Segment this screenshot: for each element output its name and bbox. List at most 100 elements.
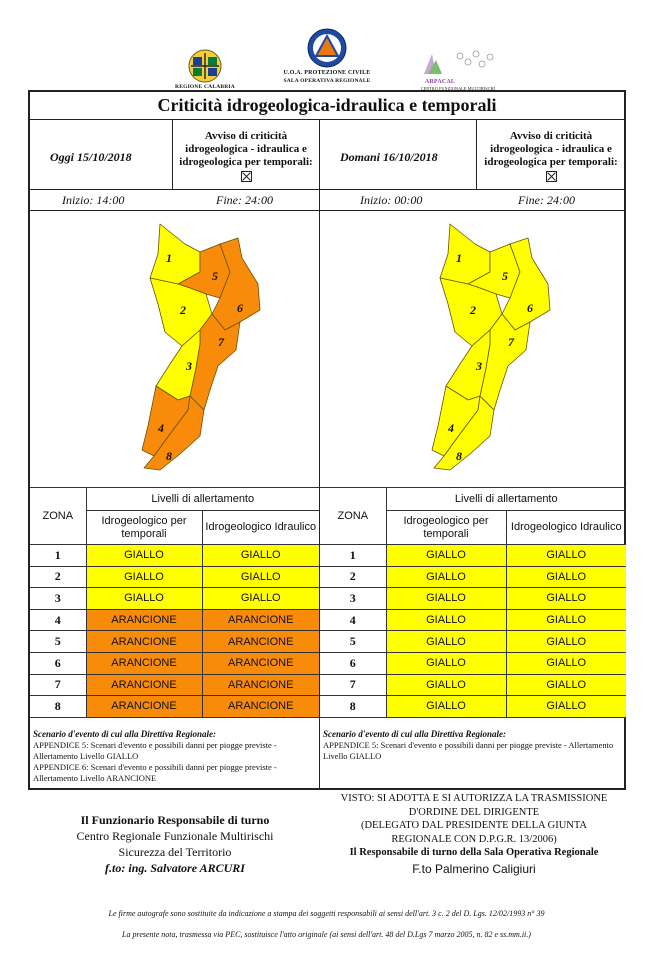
level-idraulico: ARANCIONE — [201, 630, 319, 653]
regione-calabria-label: REGIONE CALABRIA — [175, 84, 235, 90]
tomorrow-avviso: Avviso di criticità idrogeologica - idra… — [479, 130, 623, 186]
tomorrow-scenario: Scenario d'evento di cui alla Direttiva … — [323, 729, 623, 762]
today-levels-table: ZONA Livelli di allertamento Idrogeologi… — [30, 487, 319, 718]
signature-right-line1: VISTO: SI ADOTTA E SI AUTORIZZA LA TRASM… — [340, 793, 608, 804]
table-row: 4 ARANCIONE ARANCIONE — [30, 608, 319, 632]
table-row: 3 GIALLO GIALLO — [320, 587, 626, 610]
zone-6-label: 6 — [237, 301, 243, 315]
zone-5-label: 5 — [212, 269, 218, 283]
zone-number: 3 — [320, 587, 387, 610]
divider — [172, 119, 173, 189]
tomorrow-avviso-text: Avviso di criticità idrogeologica - idra… — [484, 130, 618, 168]
level-temporali: ARANCIONE — [85, 608, 203, 632]
crossed-box-icon — [545, 171, 557, 182]
crossed-box-icon — [240, 171, 252, 182]
zone-number: 4 — [30, 608, 87, 632]
bulletin-frame: Criticità idrogeologica-idraulica e temp… — [28, 90, 626, 790]
signature-left-line3: Sicurezza del Territorio — [118, 845, 232, 859]
table-row: 1 GIALLO GIALLO — [30, 544, 319, 567]
zone-number: 4 — [320, 608, 387, 632]
zone-2-label: 2 — [469, 303, 476, 317]
level-idraulico: GIALLO — [201, 565, 319, 589]
level-idraulico: GIALLO — [505, 565, 626, 589]
regione-calabria-logo: REGIONE CALABRIA — [175, 48, 235, 92]
table-row: 1 GIALLO GIALLO — [320, 544, 626, 567]
level-idraulico: ARANCIONE — [201, 673, 319, 697]
divider — [476, 119, 477, 189]
zone-7-label: 7 — [508, 335, 515, 349]
zone-1-area — [439, 223, 491, 285]
level-temporali: GIALLO — [385, 673, 507, 697]
level-temporali: GIALLO — [385, 544, 507, 567]
level-idraulico: GIALLO — [505, 608, 626, 632]
zone-number: 8 — [30, 695, 87, 718]
zone-number: 3 — [30, 587, 87, 610]
table-row: 5 ARANCIONE ARANCIONE — [30, 630, 319, 653]
levels-title: Livelli di allertamento — [385, 487, 626, 511]
level-temporali: GIALLO — [385, 651, 507, 675]
zona-header: ZONA — [30, 487, 87, 545]
table-row: 2 GIALLO GIALLO — [30, 565, 319, 589]
today-avviso-text: Avviso di criticità idrogeologica - idra… — [179, 130, 313, 168]
zona-header: ZONA — [320, 487, 387, 545]
zone-number: 8 — [320, 695, 387, 718]
divider — [30, 119, 624, 120]
table-row: 4 GIALLO GIALLO — [320, 608, 626, 632]
table-row: 6 ARANCIONE ARANCIONE — [30, 651, 319, 675]
signature-right-line2: D'ORDINE DEL DIRIGENTE — [408, 806, 540, 818]
level-idraulico: GIALLO — [505, 544, 626, 567]
zone-1-label: 1 — [456, 251, 462, 265]
level-temporali: GIALLO — [385, 608, 507, 632]
signature-right-line4: REGIONALE CON D.P.G.R. 13/2006) — [391, 833, 557, 845]
arpacal-logo: ARPACAL CENTRO FUNZIONALE MULTIRISCHI — [418, 48, 498, 92]
zone-3-label: 3 — [475, 359, 482, 373]
level-temporali: ARANCIONE — [85, 695, 203, 718]
signature-right-line5: Il Responsabile di turno della Sala Oper… — [349, 847, 599, 858]
protezione-civile-label-2: SALA OPERATIVA REGIONALE — [283, 78, 371, 84]
signature-left-line1: Il Funzionario Responsabile di turno — [80, 813, 270, 827]
col-idraulico: Idrogeologico Idraulico — [201, 510, 319, 545]
today-zone-map: 1 2 3 4 5 6 7 8 — [141, 223, 261, 471]
bulletin-title: Criticità idrogeologica-idraulica e temp… — [157, 95, 497, 115]
table-row: 3 GIALLO GIALLO — [30, 587, 319, 610]
level-idraulico: GIALLO — [201, 544, 319, 567]
divider — [30, 210, 624, 211]
signature-left-line2: Centro Regionale Funzionale Multirischi — [76, 829, 274, 843]
level-idraulico: ARANCIONE — [201, 608, 319, 632]
level-temporali: ARANCIONE — [85, 651, 203, 675]
arpacal-label: ARPACAL — [424, 79, 456, 85]
zone-1-area — [149, 223, 201, 285]
level-idraulico: GIALLO — [505, 695, 626, 718]
zone-2-label: 2 — [179, 303, 186, 317]
zone-8-label: 8 — [166, 449, 172, 463]
table-row: 8 ARANCIONE ARANCIONE — [30, 695, 319, 718]
today-avviso: Avviso di criticità idrogeologica - idra… — [176, 130, 316, 186]
zone-8-area — [433, 395, 495, 471]
signature-right-line3: (DELEGATO DAL PRESIDENTE DELLA GIUNTA — [360, 820, 588, 831]
table-row: 7 ARANCIONE ARANCIONE — [30, 673, 319, 697]
level-temporali: GIALLO — [385, 695, 507, 718]
center-divider — [319, 119, 320, 790]
today-date: Oggi 15/10/2018 — [50, 150, 132, 164]
zone-number: 1 — [320, 544, 387, 567]
arpacal-sub-label: CENTRO FUNZIONALE MULTIRISCHI — [420, 86, 496, 91]
zone-number: 7 — [30, 673, 87, 697]
zone-4-label: 4 — [157, 421, 164, 435]
protezione-civile-label-1: U.O.A. PROTEZIONE CIVILE — [283, 70, 371, 76]
zone-3-label: 3 — [185, 359, 192, 373]
level-temporali: GIALLO — [85, 544, 203, 567]
zone-4-label: 4 — [447, 421, 454, 435]
level-idraulico: ARANCIONE — [201, 651, 319, 675]
signature-left-line4: f.to: ing. Salvatore ARCURI — [105, 861, 245, 875]
signature-right-line6: F.to Palmerino Caligiuri — [412, 861, 536, 876]
level-temporali: ARANCIONE — [85, 673, 203, 697]
protezione-civile-logo: U.O.A. PROTEZIONE CIVILE SALA OPERATIVA … — [270, 28, 384, 92]
signature-left: Il Funzionario Responsabile di turno Cen… — [40, 812, 310, 876]
level-idraulico: GIALLO — [201, 587, 319, 610]
signature-right: VISTO: SI ADOTTA E SI AUTORIZZA LA TRASM… — [318, 792, 630, 876]
tomorrow-zone-map: 1 2 3 4 5 6 7 8 — [431, 223, 551, 471]
level-idraulico: ARANCIONE — [201, 695, 319, 718]
today-end: Fine: 24:00 — [216, 193, 273, 207]
zone-number: 5 — [320, 630, 387, 653]
col-temporali: Idrogeologico per temporali — [85, 510, 203, 545]
